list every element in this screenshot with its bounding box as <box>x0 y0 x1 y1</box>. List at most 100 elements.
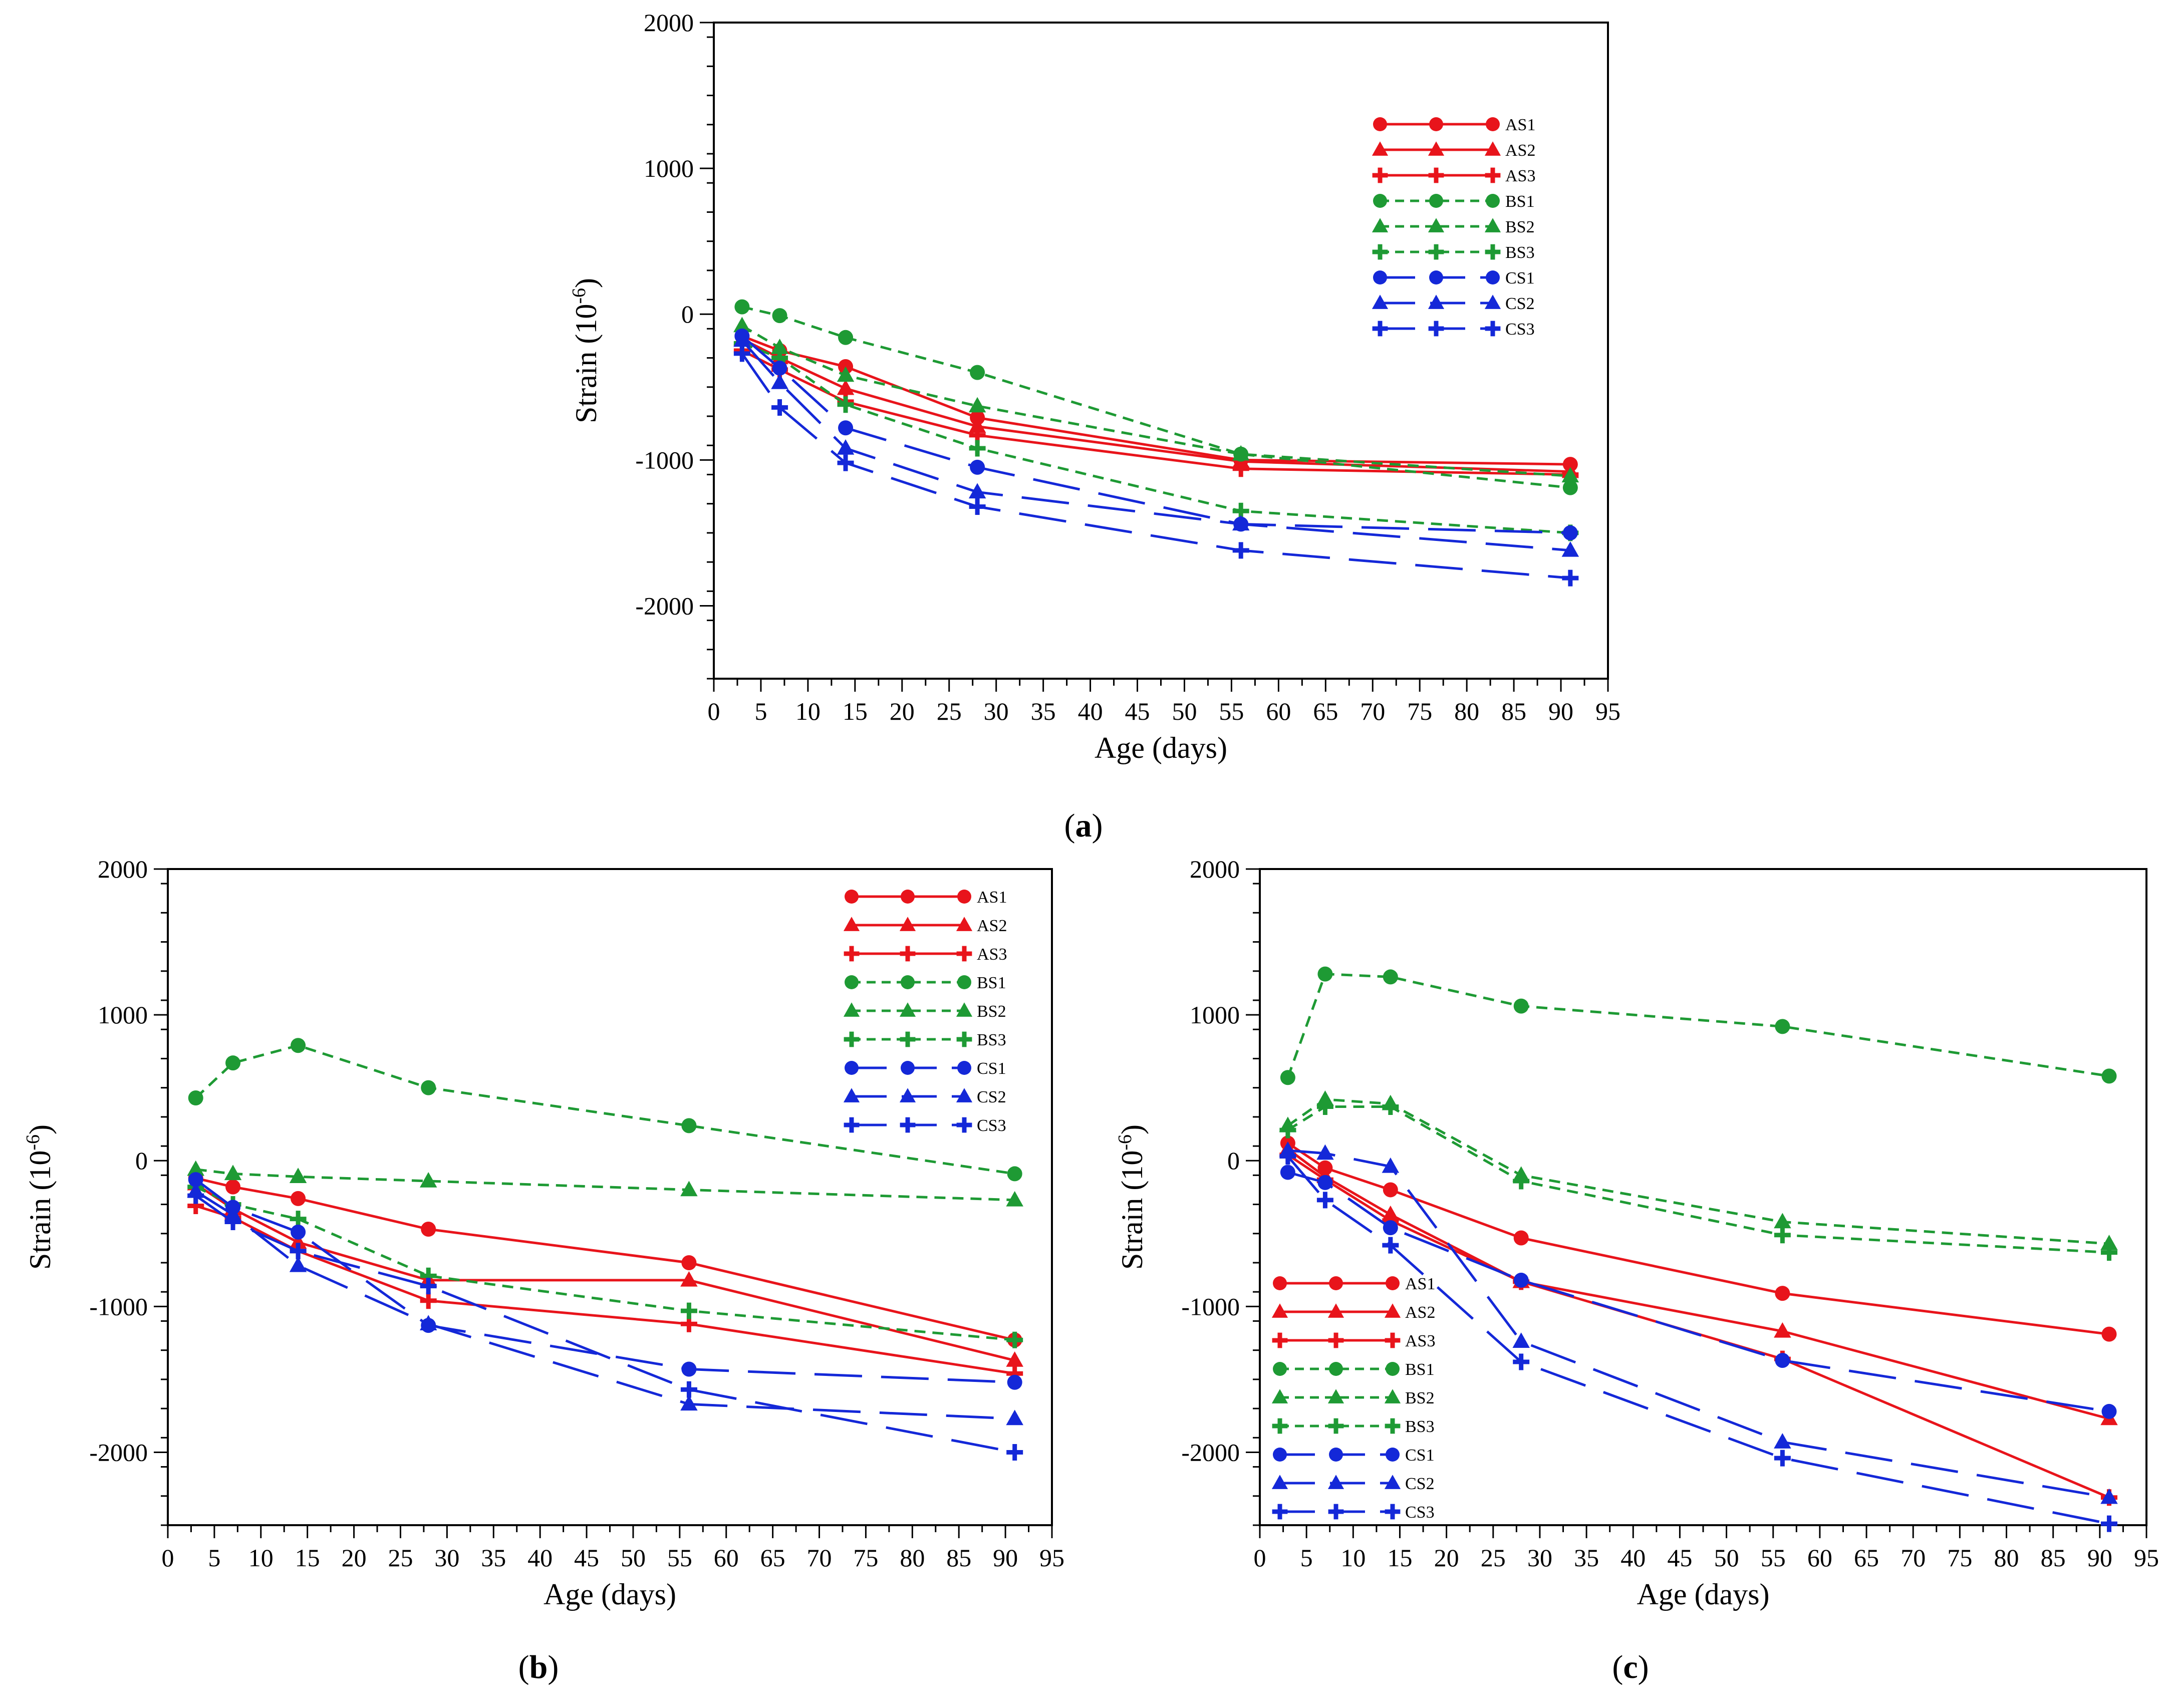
legend-label-cs3: CS3 <box>1505 320 1535 339</box>
series-line-as2 <box>741 338 1570 473</box>
legend-marker <box>956 1002 973 1017</box>
legend-marker <box>1386 1362 1400 1376</box>
legend-marker <box>900 1117 916 1133</box>
x-tick-label: 90 <box>993 1544 1018 1572</box>
data-point-bs2 <box>771 339 788 354</box>
legend-marker <box>956 1031 972 1047</box>
series-line-bs2 <box>195 1168 1015 1202</box>
data-point-cs3 <box>420 1278 437 1295</box>
x-tick-label: 65 <box>1854 1544 1879 1572</box>
x-tick-label: 15 <box>1387 1544 1412 1572</box>
data-point-bs1 <box>1562 480 1578 495</box>
legend-marker <box>1372 141 1389 156</box>
data-point-cs2 <box>1382 1157 1400 1173</box>
data-point-bs1 <box>225 1055 241 1071</box>
legend: AS1 AS2 AS3 BS1 BS2 BS3 CS1 CS2 CS3 <box>1372 116 1535 339</box>
x-tick-label: 80 <box>900 1544 925 1572</box>
series-line-cs1 <box>195 1179 1015 1384</box>
series-line-cs3 <box>741 353 1571 580</box>
x-tick-label: 15 <box>843 697 868 725</box>
data-point-bs2 <box>968 397 986 413</box>
x-tick-label: 10 <box>248 1544 274 1572</box>
panel-label-open: ( <box>1612 1649 1623 1685</box>
x-tick-label: 55 <box>1761 1544 1786 1572</box>
data-point-as1 <box>681 1255 697 1270</box>
data-point-cs2 <box>1774 1433 1791 1449</box>
x-tick-label: 0 <box>1254 1544 1266 1572</box>
data-point-cs3 <box>1279 1148 1296 1165</box>
series-line-cs3 <box>1286 1155 2109 1525</box>
panel-label-open: ( <box>1064 807 1075 844</box>
legend-label-as2: AS2 <box>1505 141 1535 160</box>
legend-marker <box>1384 1389 1401 1403</box>
x-axis-title: Age (days) <box>544 1578 676 1611</box>
data-point-bs1 <box>681 1118 697 1133</box>
data-point-bs2 <box>289 1168 307 1183</box>
data-point-cs2 <box>1561 541 1579 557</box>
legend-label-bs3: BS3 <box>1505 243 1535 262</box>
data-point-bs3 <box>1774 1227 1791 1244</box>
series-line-as2 <box>195 1183 1015 1362</box>
series-line-cs2 <box>195 1190 1015 1420</box>
legend-marker <box>1327 1303 1344 1318</box>
x-tick-label: 55 <box>1219 697 1244 725</box>
series-line-bs1 <box>195 1044 1015 1175</box>
data-point-cs2 <box>1316 1144 1334 1160</box>
y-tick-label: -1000 <box>635 446 694 474</box>
data-point-bs3 <box>1382 1098 1399 1115</box>
series-line-cs2 <box>741 339 1571 552</box>
legend-marker <box>844 1117 860 1133</box>
x-tick-label: 95 <box>2134 1544 2159 1572</box>
panel-label-c: (c) <box>1612 1649 1649 1685</box>
data-point-cs3 <box>2100 1515 2117 1532</box>
panel-label-letter: b <box>529 1649 548 1685</box>
x-tick-label: 85 <box>2041 1544 2066 1572</box>
legend-marker <box>899 1088 916 1102</box>
y-axis-title-exponent: -6 <box>23 1134 44 1151</box>
panel-label-close: ) <box>1638 1649 1649 1685</box>
data-point-as1 <box>225 1179 241 1195</box>
data-point-as3 <box>1232 460 1249 477</box>
data-point-cs3 <box>1774 1450 1791 1467</box>
legend-marker <box>956 917 973 931</box>
data-point-cs2 <box>419 1315 437 1331</box>
x-tick-label: 65 <box>760 1544 785 1572</box>
y-tick-label: -2000 <box>1181 1438 1240 1466</box>
series-line-bs2 <box>1287 1098 2109 1245</box>
legend-label-cs3: CS3 <box>1405 1503 1435 1522</box>
x-tick-label: 25 <box>1481 1544 1506 1572</box>
x-tick-label: 0 <box>708 697 720 725</box>
x-tick-label: 65 <box>1313 697 1338 725</box>
legend-marker <box>1485 244 1501 260</box>
y-tick-label: 0 <box>681 300 694 328</box>
x-tick-label: 75 <box>1407 697 1432 725</box>
legend-marker <box>1372 321 1388 337</box>
y-axis-title-main: Strain (10 <box>570 304 603 423</box>
legend-marker <box>1372 218 1389 232</box>
data-point-bs3 <box>1006 1331 1023 1348</box>
x-tick-label: 25 <box>937 697 962 725</box>
y-axis-title-close: ) <box>1116 1124 1149 1134</box>
data-point-cs2 <box>289 1256 307 1272</box>
series-line-bs1 <box>741 306 1571 489</box>
legend-marker <box>843 917 860 931</box>
x-tick-label: 30 <box>434 1544 459 1572</box>
legend-marker <box>1271 1303 1288 1318</box>
x-tick-label: 50 <box>1172 697 1197 725</box>
x-tick-label: 20 <box>1434 1544 1459 1572</box>
legend-label-bs1: BS1 <box>1505 192 1535 211</box>
legend-marker <box>1428 141 1445 156</box>
legend-marker <box>1429 117 1443 131</box>
legend-marker <box>1428 167 1444 183</box>
y-axis-title-close: ) <box>570 278 603 288</box>
legend-marker <box>1486 270 1500 284</box>
data-point-cs3 <box>1382 1237 1399 1254</box>
legend-label-bs1: BS1 <box>1405 1360 1435 1379</box>
legend-marker <box>1273 1276 1287 1290</box>
x-tick-label: 15 <box>295 1544 320 1572</box>
x-tick-label: 85 <box>1501 697 1526 725</box>
legend-label-bs1: BS1 <box>977 974 1006 992</box>
x-tick-label: 80 <box>1994 1544 2019 1572</box>
panel-label-letter: a <box>1075 807 1092 844</box>
x-tick-label: 60 <box>1807 1544 1832 1572</box>
